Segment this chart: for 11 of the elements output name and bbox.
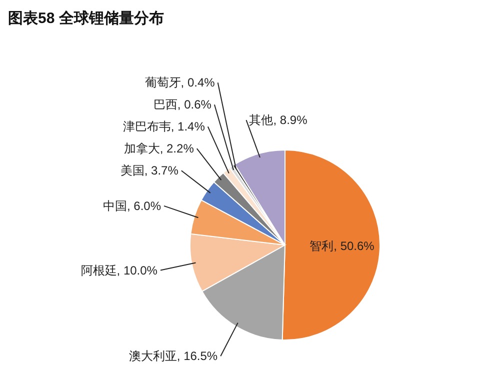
slice-label: 澳大利亚, 16.5% [128, 349, 218, 364]
slice-label: 葡萄牙, 0.4% [144, 76, 216, 90]
slice-label: 其他, 8.9% [249, 113, 308, 128]
slice-label: 智利, 50.6% [310, 238, 375, 253]
slice-label: 中国, 6.0% [102, 198, 162, 213]
slice-label: 津巴布韦, 1.4% [122, 120, 206, 134]
chart-title: 图表58 全球锂储量分布 [8, 10, 164, 27]
slice-label: 加拿大, 2.2% [124, 142, 194, 156]
slice-label: 巴西, 0.6% [153, 98, 212, 112]
slice-label: 美国, 3.7% [120, 164, 179, 178]
slice-label: 阿根廷, 10.0% [80, 263, 158, 278]
